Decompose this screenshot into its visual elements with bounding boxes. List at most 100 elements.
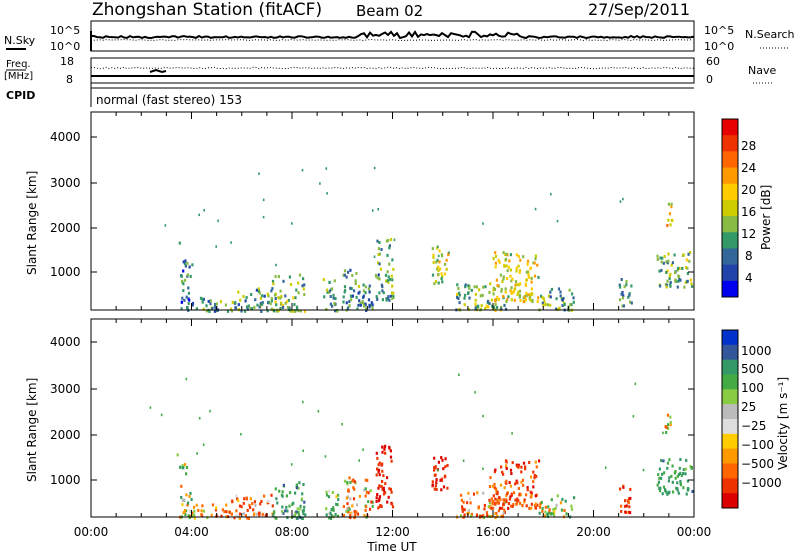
data-cell [659,486,662,490]
data-cell [673,253,676,257]
data-cell [492,286,495,290]
data-cell [522,255,525,259]
data-cell [358,494,361,498]
nsky-trace [90,30,695,40]
data-cell [256,303,259,307]
data-cell [231,499,234,503]
data-cell [552,508,555,511]
data-cell [505,300,508,304]
data-cell [484,285,487,289]
data-cell [182,289,185,293]
power-cbar-tick-16: 16 [741,205,756,219]
data-cell [686,479,689,483]
data-cell [267,500,270,503]
data-cell [508,259,511,263]
data-cell [532,261,535,265]
data-cell [665,260,668,264]
data-cell [475,513,479,517]
data-cell [328,516,331,520]
data-cell [297,510,300,514]
velocity-ytick-2000: 2000 [50,428,81,442]
data-cell [486,513,489,517]
data-cell [359,301,362,305]
data-cell [462,500,465,504]
data-cell [622,197,624,201]
data-cell [387,280,390,284]
data-cell [530,494,533,498]
data-cell [233,516,236,520]
data-cell [390,238,393,241]
data-cell [464,283,467,287]
data-cell [317,410,320,413]
data-cell [335,495,338,499]
data-cell [511,461,514,465]
data-cell [243,309,247,313]
data-cell [302,483,305,486]
data-cell [559,501,563,505]
data-cell [674,476,677,480]
data-cell [214,302,217,306]
data-cell [352,497,356,501]
data-cell [186,261,189,265]
data-cell [342,300,345,304]
data-cell [343,285,347,289]
data-cell [686,488,689,492]
data-cell [488,290,491,294]
data-cell [490,497,493,501]
data-cell [389,455,393,459]
data-cell [181,279,184,283]
data-cell [510,286,513,290]
data-cell [187,501,190,505]
colorbar-segment [722,135,738,152]
data-cell [242,501,245,505]
data-cell [297,291,300,295]
data-cell [346,502,349,506]
data-cell [525,278,529,282]
data-cell [440,477,443,481]
data-cell [182,282,185,286]
data-cell [677,491,680,495]
data-cell [250,293,253,296]
data-cell [391,278,394,282]
data-cell [182,269,185,273]
data-cell [521,478,525,482]
data-cell [303,309,306,313]
data-cell [214,508,218,512]
data-cell [275,497,278,501]
data-cell [619,285,622,289]
data-cell [319,182,321,185]
data-cell [272,511,276,515]
data-cell [253,500,256,504]
data-cell [540,500,543,504]
data-cell [178,241,181,245]
data-cell [349,516,352,520]
data-cell [391,258,394,262]
data-cell [365,505,368,509]
data-cell [618,283,621,287]
data-cell [277,296,280,300]
data-cell [683,285,686,289]
data-cell [334,309,337,313]
data-cell [488,498,491,502]
data-cell [342,505,345,508]
data-cell [519,258,522,262]
data-cell [499,273,502,277]
data-cell [493,482,496,486]
data-cell [364,285,367,289]
data-cell [628,293,631,297]
data-cell [516,464,519,468]
data-cell [386,297,390,301]
data-cell [378,473,381,477]
data-cell [505,498,508,502]
data-cell [195,307,198,311]
data-cell [301,284,304,288]
data-cell [529,475,533,479]
data-cell [269,302,272,306]
data-cell [433,466,436,470]
data-cell [669,415,672,419]
data-cell [215,506,218,510]
data-cell [348,476,351,480]
data-cell [201,504,204,508]
data-cell [563,303,566,306]
data-cell [516,501,519,505]
